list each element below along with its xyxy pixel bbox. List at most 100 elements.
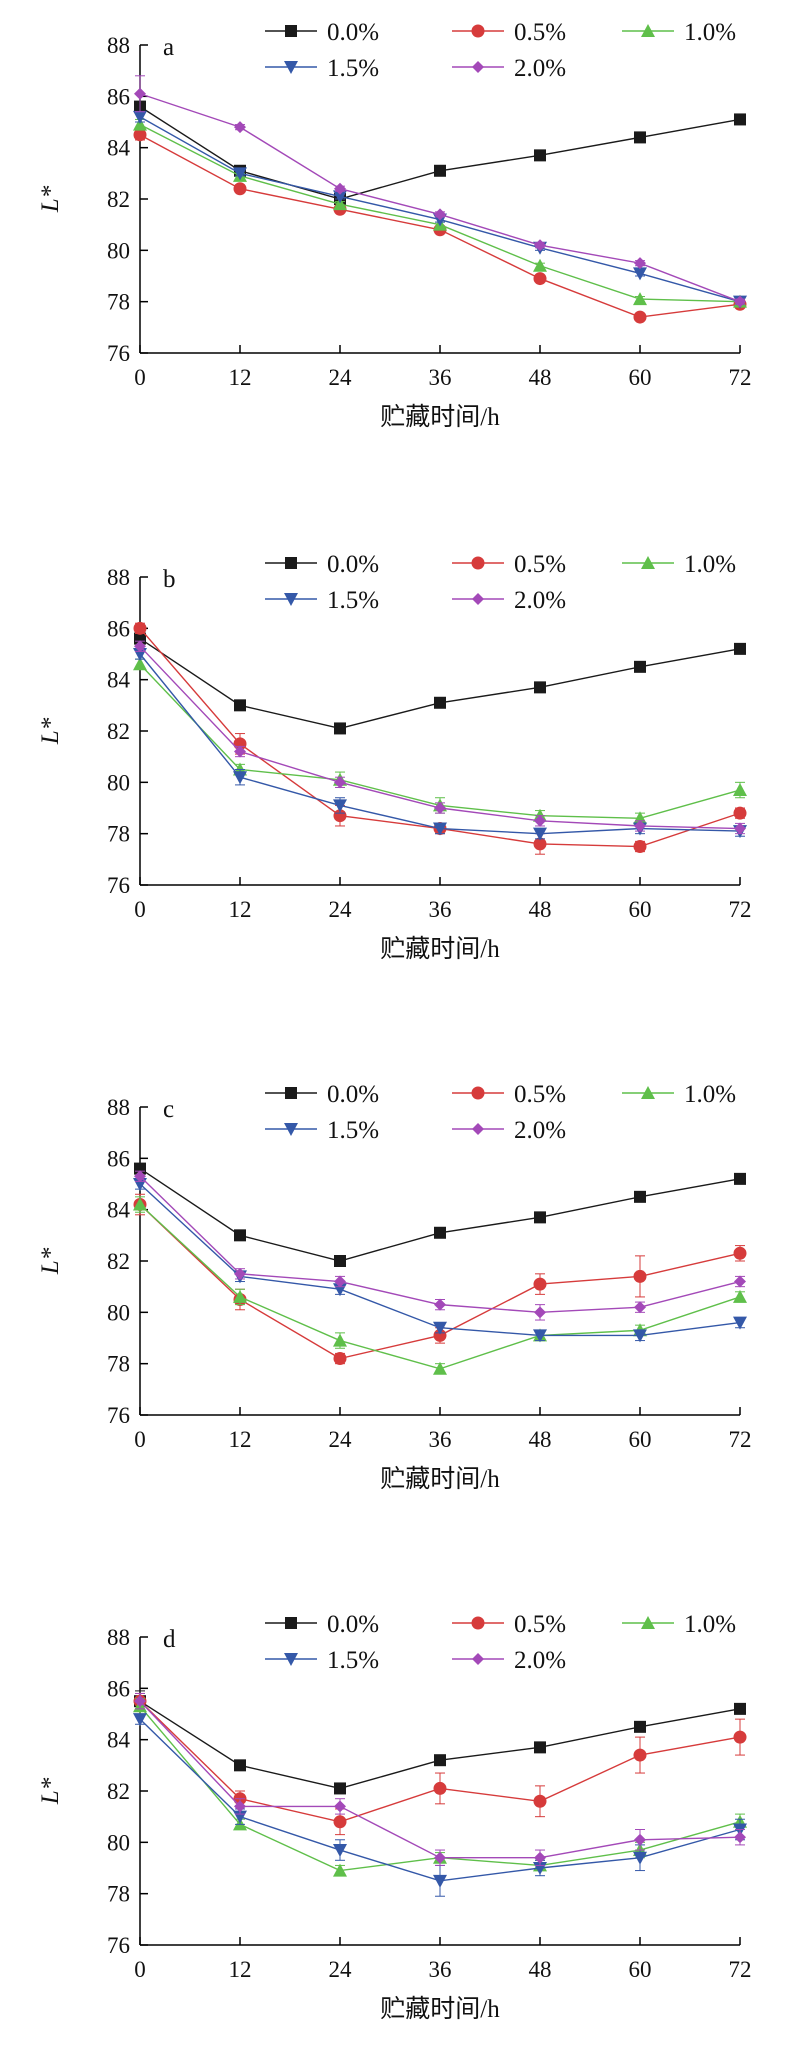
y-tick-label: 78 (107, 290, 130, 315)
data-point (434, 164, 446, 177)
data-point (234, 121, 246, 134)
data-point (333, 1844, 347, 1858)
series-line (139, 1168, 741, 1262)
x-tick-label: 36 (429, 365, 452, 390)
legend-marker (285, 25, 297, 37)
series-line (139, 638, 741, 730)
data-point (533, 837, 547, 851)
x-tick-label: 12 (229, 897, 252, 922)
data-point (634, 1833, 646, 1846)
y-tick-label: 86 (107, 1146, 130, 1171)
legend-item: 2.0% (452, 1647, 566, 1674)
series-2.0% (134, 75, 746, 308)
data-point (234, 1267, 246, 1280)
y-axis-title: L* (37, 185, 64, 213)
y-tick-label: 80 (107, 770, 130, 795)
data-point (334, 722, 346, 735)
data-point (333, 799, 347, 813)
x-tick-label: 48 (529, 365, 552, 390)
x-tick-label: 60 (629, 897, 652, 922)
y-tick-label: 80 (107, 238, 130, 263)
series-2.0% (134, 1692, 746, 1866)
y-tick-label: 88 (107, 1095, 130, 1120)
data-point (734, 295, 746, 308)
x-tick-label: 24 (329, 365, 353, 390)
data-point (534, 1306, 546, 1319)
data-point (134, 1170, 146, 1183)
legend-label: 1.0% (684, 1081, 736, 1108)
data-point (433, 1781, 447, 1795)
data-point (733, 1316, 747, 1330)
y-axis-title: L* (37, 1777, 64, 1805)
data-point (433, 1874, 447, 1888)
legend-marker (285, 1087, 297, 1099)
x-tick-label: 72 (729, 1427, 752, 1452)
data-point (334, 776, 346, 789)
data-point (333, 1352, 347, 1366)
data-point (633, 840, 647, 853)
data-point (534, 1851, 546, 1864)
legend-item: 0.5% (452, 1611, 566, 1638)
data-point (333, 197, 347, 211)
data-point (433, 1361, 447, 1375)
data-point (633, 1329, 647, 1343)
x-tick-label: 48 (529, 897, 552, 922)
legend-label: 0.5% (514, 551, 566, 578)
data-point (534, 1211, 546, 1224)
x-tick-label: 24 (329, 1957, 353, 1982)
legend-marker (472, 61, 484, 73)
data-point (533, 827, 547, 841)
data-point (734, 1831, 746, 1844)
data-point (534, 239, 546, 252)
legend-item: 1.5% (265, 587, 379, 614)
data-point (733, 1289, 747, 1303)
legend-label: 1.0% (684, 19, 736, 46)
series-line (139, 93, 741, 303)
legend: 0.0% 0.5% 1.0% 1.5% 2.0% (265, 19, 736, 82)
y-tick-label: 82 (107, 719, 130, 744)
chart-panel-c: 76 78 80 82 84 86 88 0 12 24 36 48 60 72 贮藏时间/h L* c 0.0%… (37, 1081, 752, 1493)
panel-letter: a (163, 34, 174, 61)
x-tick-label: 36 (429, 897, 452, 922)
x-tick-label: 12 (229, 1957, 252, 1982)
data-point (533, 1329, 547, 1343)
data-point (333, 1863, 347, 1877)
legend-label: 2.0% (514, 587, 566, 614)
data-point (333, 1815, 347, 1829)
legend-marker (284, 593, 298, 606)
data-point (334, 1275, 346, 1288)
y-tick-label: 80 (107, 1300, 130, 1325)
legend-marker (471, 1086, 485, 1100)
x-tick-label: 60 (629, 1957, 652, 1982)
legend: 0.0% 0.5% 1.0% 1.5% 2.0% (265, 1081, 736, 1144)
data-point (133, 1197, 147, 1211)
legend-marker (471, 1616, 485, 1630)
y-tick-label: 78 (107, 1882, 130, 1907)
legend-item: 0.5% (452, 551, 566, 578)
data-point (334, 1255, 346, 1267)
series-0.5% (133, 621, 747, 855)
data-point (734, 642, 746, 655)
legend-marker (285, 557, 297, 569)
x-tick-label: 48 (529, 1427, 552, 1452)
y-tick-label: 76 (107, 873, 130, 898)
data-point (634, 257, 646, 270)
legend-label: 2.0% (514, 1117, 566, 1144)
y-tick-label: 86 (107, 616, 130, 641)
data-point (533, 272, 547, 286)
data-point (534, 1741, 546, 1754)
series-line (139, 1175, 741, 1314)
x-tick-label: 0 (134, 1427, 146, 1452)
data-point (734, 822, 746, 835)
legend-marker (472, 593, 484, 605)
x-tick-label: 60 (629, 1427, 652, 1452)
legend-marker (641, 1086, 655, 1099)
legend-item: 2.0% (452, 587, 566, 614)
data-point (133, 110, 147, 124)
chart-panel-d: 76 78 80 82 84 86 88 0 12 24 36 48 60 72 贮藏时间/h L* d 0.0%… (37, 1611, 752, 2023)
legend-item: 1.0% (622, 1611, 736, 1638)
data-point (233, 1289, 247, 1303)
panel-letter: c (163, 1096, 174, 1123)
data-point (533, 1794, 547, 1808)
